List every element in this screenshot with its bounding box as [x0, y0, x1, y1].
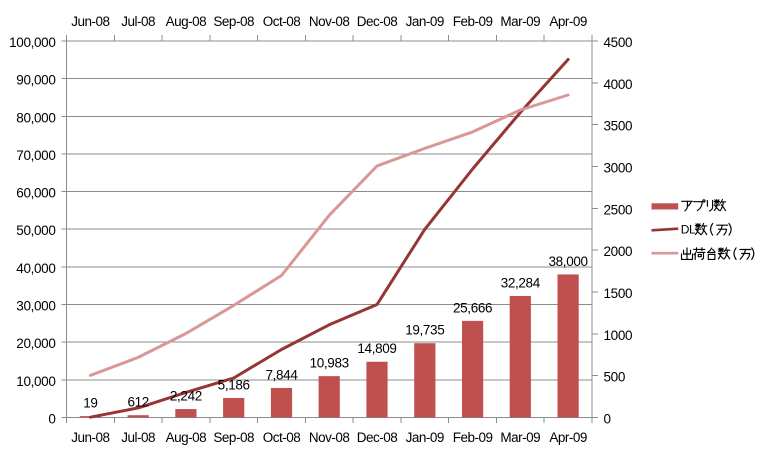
svg-text:4000: 4000 — [604, 77, 633, 92]
svg-text:25,666: 25,666 — [453, 300, 492, 315]
svg-text:4500: 4500 — [604, 35, 633, 50]
svg-text:Dec-08: Dec-08 — [357, 430, 398, 445]
svg-text:1000: 1000 — [604, 328, 633, 343]
svg-text:19,735: 19,735 — [405, 323, 444, 338]
svg-text:Dec-08: Dec-08 — [357, 14, 398, 29]
svg-text:14,809: 14,809 — [357, 341, 396, 356]
svg-text:2500: 2500 — [604, 202, 633, 217]
svg-text:Aug-08: Aug-08 — [166, 14, 207, 29]
svg-text:DL: DL — [681, 223, 696, 237]
svg-text:100,000: 100,000 — [9, 35, 55, 50]
svg-text:Jun-08: Jun-08 — [71, 430, 109, 445]
svg-text:Nov-08: Nov-08 — [309, 430, 350, 445]
svg-text:Apr-09: Apr-09 — [549, 430, 587, 445]
svg-text:0: 0 — [48, 412, 55, 427]
svg-text:Nov-08: Nov-08 — [309, 14, 350, 29]
svg-text:38,000: 38,000 — [548, 254, 587, 269]
svg-text:2000: 2000 — [604, 244, 633, 259]
svg-text:60,000: 60,000 — [16, 186, 55, 201]
svg-text:Jun-08: Jun-08 — [71, 14, 109, 29]
svg-text:19: 19 — [83, 396, 97, 411]
svg-text:80,000: 80,000 — [16, 110, 55, 125]
svg-text:Jul-08: Jul-08 — [121, 430, 155, 445]
svg-text:3500: 3500 — [604, 119, 633, 134]
svg-text:Jan-09: Jan-09 — [406, 430, 444, 445]
svg-text:Mar-09: Mar-09 — [500, 14, 540, 29]
svg-text:Apr-09: Apr-09 — [549, 14, 587, 29]
svg-text:32,284: 32,284 — [501, 276, 541, 291]
svg-text:7,844: 7,844 — [265, 368, 298, 383]
svg-text:500: 500 — [604, 370, 625, 385]
svg-text:3000: 3000 — [604, 161, 633, 176]
svg-text:Sep-08: Sep-08 — [213, 14, 254, 29]
svg-text:10,000: 10,000 — [16, 374, 55, 389]
svg-text:90,000: 90,000 — [16, 73, 55, 88]
svg-text:10,983: 10,983 — [310, 356, 349, 371]
svg-text:612: 612 — [127, 395, 148, 410]
svg-text:Feb-09: Feb-09 — [453, 430, 493, 445]
svg-text:2,242: 2,242 — [170, 389, 202, 404]
svg-text:Oct-08: Oct-08 — [263, 430, 301, 445]
svg-text:Jan-09: Jan-09 — [406, 14, 444, 29]
svg-text:Feb-09: Feb-09 — [453, 14, 493, 29]
svg-text:1500: 1500 — [604, 286, 633, 301]
svg-text:50,000: 50,000 — [16, 223, 55, 238]
svg-text:Jul-08: Jul-08 — [121, 14, 155, 29]
svg-text:Sep-08: Sep-08 — [213, 430, 254, 445]
svg-text:30,000: 30,000 — [16, 299, 55, 314]
svg-text:40,000: 40,000 — [16, 261, 55, 276]
svg-text:Mar-09: Mar-09 — [500, 430, 540, 445]
svg-text:Oct-08: Oct-08 — [263, 14, 301, 29]
svg-text:70,000: 70,000 — [16, 148, 55, 163]
svg-text:Aug-08: Aug-08 — [166, 430, 207, 445]
svg-text:0: 0 — [604, 412, 611, 427]
svg-text:20,000: 20,000 — [16, 336, 55, 351]
svg-text:5,186: 5,186 — [218, 378, 250, 393]
